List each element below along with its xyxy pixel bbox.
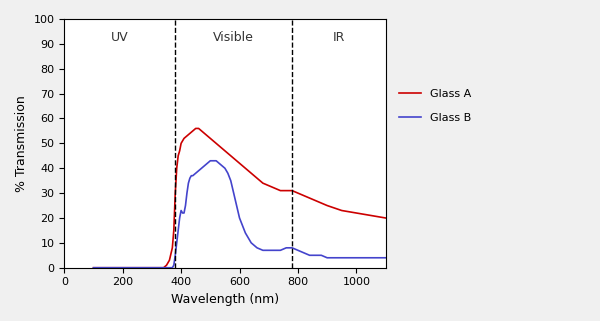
Glass B [306, 253, 313, 257]
Glass A [224, 152, 232, 155]
Glass A [277, 189, 284, 193]
Glass A [233, 159, 240, 163]
Glass A [90, 266, 97, 270]
Glass B [224, 171, 232, 175]
Text: UV: UV [111, 31, 128, 44]
Line: Glass B: Glass B [94, 161, 386, 268]
Glass A [242, 166, 249, 170]
Glass A [189, 129, 196, 133]
Glass B [207, 159, 214, 163]
Glass B [170, 263, 178, 267]
Text: IR: IR [332, 31, 345, 44]
Glass B [173, 241, 181, 245]
Glass B [382, 256, 389, 260]
Glass A [382, 216, 389, 220]
Glass A [119, 266, 126, 270]
Glass A [192, 126, 199, 130]
Legend: Glass A, Glass B: Glass A, Glass B [394, 85, 476, 127]
Glass B [212, 159, 220, 163]
Line: Glass A: Glass A [94, 128, 386, 268]
Glass B [90, 266, 97, 270]
Glass B [184, 191, 191, 195]
Text: Visible: Visible [213, 31, 254, 44]
X-axis label: Wavelength (nm): Wavelength (nm) [171, 293, 279, 306]
Y-axis label: % Transmission: % Transmission [15, 95, 28, 192]
